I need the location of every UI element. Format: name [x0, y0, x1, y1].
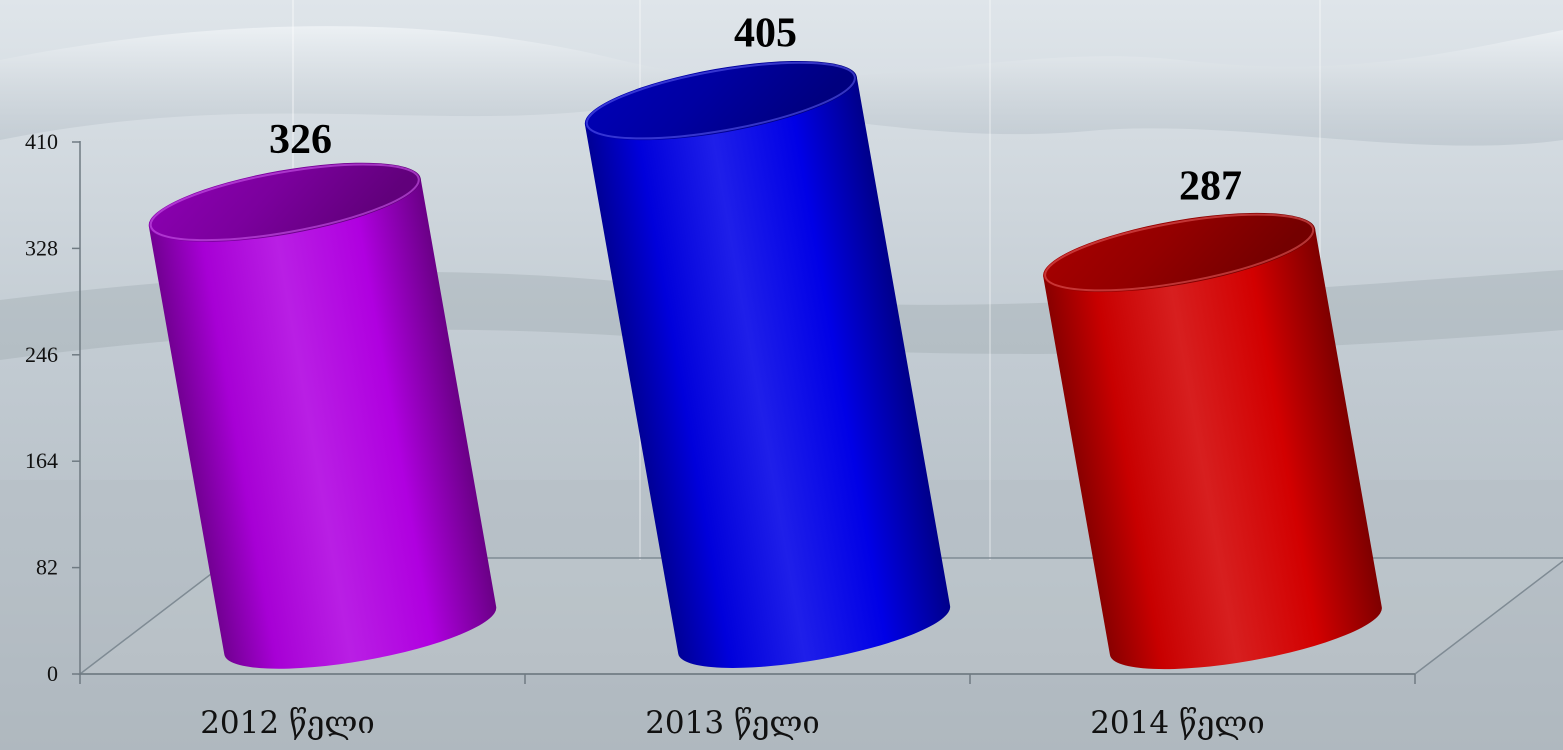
- x-tick-label: 2013 წელი: [645, 705, 820, 741]
- y-tick-label: 164: [25, 448, 58, 473]
- data-labels: 326 405 287: [269, 10, 1242, 209]
- y-tick-label: 82: [36, 555, 58, 580]
- y-tick-label: 0: [47, 661, 58, 686]
- bar-top-rim: [1044, 213, 1315, 292]
- bar-top-rim: [149, 163, 420, 242]
- bar-body: [148, 178, 497, 669]
- data-label: 405: [734, 10, 797, 56]
- bar-body: [1043, 228, 1382, 670]
- y-tick-label: 410: [25, 129, 58, 154]
- y-tick-label: 328: [25, 235, 58, 260]
- bar: [584, 60, 951, 668]
- bar-top-rim: [585, 61, 856, 140]
- y-axis: 0 82 164 246 328 410: [25, 129, 1416, 686]
- data-label: 287: [1179, 164, 1242, 210]
- bar-top: [148, 162, 421, 242]
- x-tick-label: 2012 წელი: [200, 705, 375, 741]
- y-tick-label: 246: [25, 342, 58, 367]
- bar: [1043, 212, 1382, 670]
- bar-series: [148, 60, 1382, 670]
- x-tick-label: 2014 წელი: [1090, 705, 1265, 741]
- x-axis-labels: 2012 წელი 2013 წელი 2014 წელი: [200, 705, 1265, 741]
- data-label: 326: [269, 117, 332, 163]
- bar-top: [1043, 212, 1316, 293]
- bar-body: [584, 76, 951, 668]
- bar-top: [584, 60, 857, 141]
- bar: [148, 162, 497, 669]
